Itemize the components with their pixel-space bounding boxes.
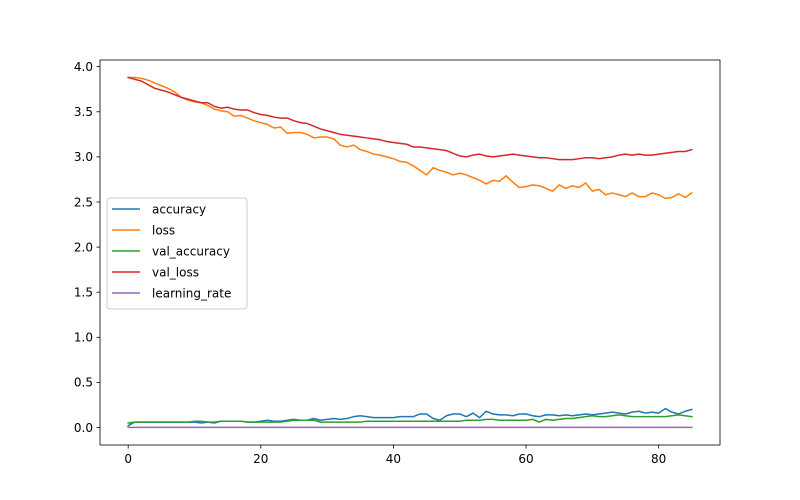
x-tick-label: 0 xyxy=(124,452,132,466)
y-tick-label: 1.0 xyxy=(74,331,93,345)
legend-label-learning-rate: learning_rate xyxy=(152,286,231,300)
x-tick-label: 60 xyxy=(518,452,533,466)
y-tick-label: 0.0 xyxy=(74,421,93,435)
series-line-val-loss xyxy=(127,76,693,161)
y-tick-label: 1.5 xyxy=(74,285,93,299)
legend-label-loss: loss xyxy=(152,223,175,237)
series-line-val-accuracy xyxy=(127,414,693,424)
x-tick-label: 40 xyxy=(386,452,401,466)
legend-label-val-accuracy: val_accuracy xyxy=(152,244,230,258)
y-tick-label: 4.0 xyxy=(74,60,93,74)
y-tick-label: 0.5 xyxy=(74,376,93,390)
axes-frame xyxy=(99,59,721,446)
y-tick-label: 2.5 xyxy=(74,195,93,209)
legend-label-val-loss: val_loss xyxy=(152,265,199,279)
axes: 0 20 40 60 80 0.0 0.5 1.0 1.5 2.0 2.5 3.0 3.5 4.0 xyxy=(74,59,721,466)
legend: accuracy loss val_accuracy val_loss learning… xyxy=(106,197,248,310)
y-tick-label: 3.0 xyxy=(74,150,93,164)
series-lines xyxy=(127,76,693,429)
y-tick-label: 2.0 xyxy=(74,240,93,254)
series-line-loss xyxy=(127,76,693,200)
y-tick-label: 3.5 xyxy=(74,105,93,119)
x-tick-label: 20 xyxy=(253,452,268,466)
legend-label-accuracy: accuracy xyxy=(152,202,206,216)
x-tick-label: 80 xyxy=(651,452,666,466)
legend-box xyxy=(106,197,248,310)
